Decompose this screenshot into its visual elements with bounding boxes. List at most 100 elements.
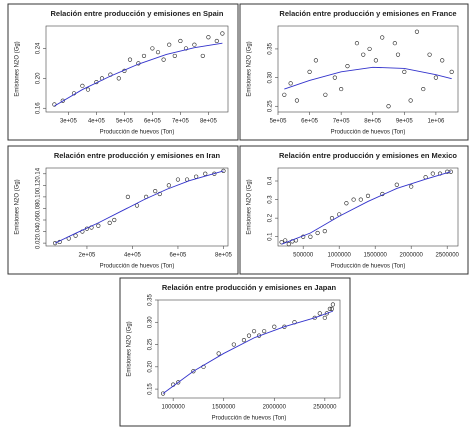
point — [345, 64, 350, 69]
x-tick-label: 2e+05 — [79, 253, 97, 259]
plot-frame — [157, 299, 341, 399]
chart-title: Relación entre producción y emisiones en… — [54, 151, 221, 160]
point — [330, 302, 336, 307]
x-tick-label: 6e+05 — [170, 253, 188, 259]
point — [134, 203, 140, 208]
y-tick-label: 0.16 — [36, 102, 42, 114]
point — [116, 76, 121, 81]
point — [373, 58, 378, 63]
x-tick-label: 6e+05 — [301, 119, 319, 125]
point — [358, 197, 363, 202]
point — [430, 171, 435, 176]
chart-title: Relación entre producción y emisiones en… — [279, 9, 456, 18]
panel-frame — [239, 145, 469, 275]
point — [141, 53, 147, 59]
point — [183, 46, 189, 51]
point — [365, 193, 371, 198]
y-tick-label: 0.20 — [148, 360, 154, 372]
point — [394, 182, 399, 187]
chart-title: Relación entre producción y emisiones en… — [162, 283, 337, 292]
x-tick-label: 5e+05 — [116, 119, 134, 125]
point — [112, 217, 117, 223]
point — [251, 329, 257, 334]
fit-line — [54, 170, 224, 244]
point — [414, 29, 420, 34]
x-axis-label: Producción de huevos (Ton) — [100, 264, 175, 270]
point — [262, 329, 267, 334]
point — [332, 75, 337, 80]
panel: Relación entre producción y emisiones en… — [7, 145, 239, 275]
point — [172, 53, 177, 59]
point — [312, 315, 317, 320]
point — [286, 242, 291, 247]
point — [317, 311, 322, 316]
point — [246, 333, 252, 338]
x-tick-label: 7e+05 — [333, 119, 351, 125]
panel: Relación entre producción y emisiones en… — [239, 3, 469, 141]
point — [175, 177, 181, 182]
point — [73, 233, 78, 238]
point — [153, 189, 158, 194]
point — [324, 311, 329, 316]
y-tick-label: 0.30 — [148, 316, 154, 328]
point — [167, 42, 172, 47]
panel: Relación entre producción y emisiones en… — [119, 277, 351, 427]
point — [433, 75, 438, 80]
point — [241, 337, 247, 343]
point — [166, 183, 171, 188]
y-tick-label: 0.30 — [268, 71, 274, 83]
x-tick-label: 1500000 — [364, 253, 388, 259]
point — [308, 234, 313, 239]
y-axis-label: Emisiones N2O (Gg) — [127, 321, 133, 376]
point — [220, 31, 225, 36]
point — [440, 58, 445, 63]
x-axis-label: Producción de huevos (Ton) — [212, 416, 287, 422]
x-tick-label: 2000000 — [263, 405, 287, 411]
point — [386, 104, 391, 109]
point — [214, 38, 219, 44]
y-tick-label: 0.24 — [36, 42, 42, 54]
point — [231, 342, 236, 347]
point — [395, 52, 401, 57]
panel: Relación entre producción y emisiones en… — [239, 145, 469, 275]
panel: Relación entre producción y emisiones en… — [7, 3, 239, 141]
point — [60, 98, 65, 103]
x-tick-label: 2000000 — [400, 253, 424, 259]
x-tick-label: 3e+05 — [60, 119, 78, 125]
x-axis-label: Producción de huevos (Ton) — [331, 130, 406, 136]
point — [427, 52, 432, 57]
point — [361, 52, 366, 57]
point — [344, 201, 349, 206]
y-tick-label: 0.06 — [36, 214, 42, 226]
x-tick-label: 4e+05 — [88, 119, 106, 125]
y-axis-label: Emisiones N2O (Gg) — [247, 179, 253, 234]
y-tick-label: 0.35 — [268, 42, 274, 54]
point — [221, 168, 226, 173]
point — [329, 216, 335, 221]
x-tick-label: 1000000 — [161, 405, 185, 411]
point — [80, 83, 85, 88]
x-tick-label: 8e+05 — [215, 253, 233, 259]
x-tick-label: 2500000 — [436, 253, 460, 259]
point — [155, 50, 161, 55]
point — [380, 35, 385, 40]
point — [402, 69, 407, 74]
fit-line — [284, 66, 452, 90]
chart-title: Relación entre producción y emisiones en… — [51, 9, 224, 18]
plot-frame — [45, 167, 229, 247]
point — [294, 98, 300, 103]
point — [282, 324, 287, 329]
point — [409, 184, 414, 189]
point — [354, 41, 360, 46]
point — [96, 223, 101, 228]
y-tick-label: 0.10 — [36, 190, 42, 202]
y-tick-label: 0.25 — [268, 100, 274, 112]
point — [282, 92, 287, 97]
y-tick-label: 0.20 — [36, 72, 42, 84]
point — [448, 169, 453, 174]
point — [339, 86, 344, 92]
point — [52, 241, 58, 246]
x-axis-label: Producción de huevos (Ton) — [331, 264, 406, 270]
point — [203, 171, 208, 176]
point — [421, 86, 426, 92]
